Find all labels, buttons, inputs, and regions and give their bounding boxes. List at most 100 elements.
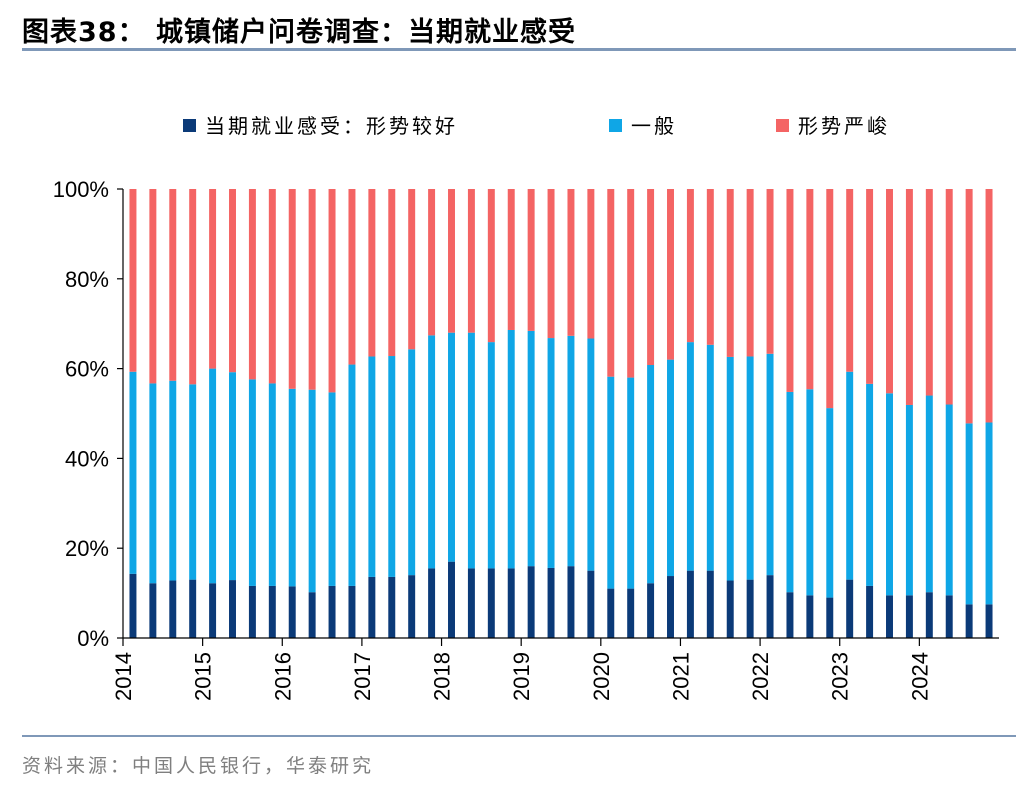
bar-severe xyxy=(209,189,217,369)
bar-normal xyxy=(567,335,575,567)
bar-normal xyxy=(388,356,396,577)
bar-severe xyxy=(288,189,296,389)
bar-severe xyxy=(965,189,973,424)
bar-good xyxy=(448,561,455,638)
y-tick-label: 40% xyxy=(65,446,109,471)
x-tick-label: 2020 xyxy=(589,652,614,701)
bar-severe xyxy=(328,189,336,393)
bar-severe xyxy=(229,189,236,373)
x-tick-label: 2023 xyxy=(828,652,853,701)
legend-label: 一般 xyxy=(631,114,677,138)
bar-normal xyxy=(945,404,953,596)
bar-severe xyxy=(746,189,754,357)
bar-normal xyxy=(229,372,236,581)
legend-swatch xyxy=(609,119,622,132)
bar-good xyxy=(766,575,774,638)
bar-good xyxy=(587,570,595,638)
bar-normal xyxy=(627,377,635,589)
bar-good xyxy=(846,579,854,638)
bar-good xyxy=(806,595,814,638)
bar-good xyxy=(786,592,794,638)
bar-severe xyxy=(627,189,635,378)
bar-normal xyxy=(786,391,794,593)
y-tick-label: 80% xyxy=(65,267,109,292)
bar-normal xyxy=(905,404,913,596)
bar-severe xyxy=(866,189,874,384)
bar-normal xyxy=(368,356,376,577)
bar-good xyxy=(507,568,515,638)
bar-severe xyxy=(507,189,515,330)
bar-severe xyxy=(647,189,655,366)
bar-good xyxy=(985,604,993,638)
bar-severe xyxy=(428,189,436,336)
bar-normal xyxy=(487,342,495,569)
bar-severe xyxy=(527,189,535,331)
x-tick-label: 2014 xyxy=(111,652,136,701)
source-divider xyxy=(22,735,1016,737)
bar-severe xyxy=(846,189,854,372)
bar-good xyxy=(268,585,276,638)
x-tick-label: 2024 xyxy=(907,652,932,701)
legend-label: 当期就业感受：形势较好 xyxy=(205,114,458,138)
bar-normal xyxy=(408,349,416,576)
bar-severe xyxy=(786,189,794,392)
bar-normal xyxy=(248,379,256,586)
bar-normal xyxy=(328,392,336,586)
bar-normal xyxy=(149,383,157,584)
bar-normal xyxy=(189,384,197,580)
bar-good xyxy=(965,604,973,638)
bar-severe xyxy=(308,189,316,390)
legend-swatch xyxy=(183,119,196,132)
y-axis: 0% 20% 40% 60% 80% 100% xyxy=(53,177,124,651)
bar-normal xyxy=(766,353,774,576)
bar-good xyxy=(925,592,933,638)
x-axis: 2014 2015 2016 2017 2018 2019 2020 2021 2022 2023… xyxy=(111,637,999,701)
bar-normal xyxy=(706,344,714,571)
bar-good xyxy=(527,566,535,638)
bar-good xyxy=(866,585,874,638)
y-tick-label: 100% xyxy=(53,177,109,202)
bar-normal xyxy=(846,371,854,580)
bar-good xyxy=(248,585,256,638)
bar-severe xyxy=(408,189,416,350)
bar-severe xyxy=(169,189,177,381)
bar-severe xyxy=(189,189,197,385)
bar-normal xyxy=(527,330,535,567)
bar-severe xyxy=(348,189,356,365)
bar-normal xyxy=(826,408,834,598)
legend-swatch xyxy=(776,119,789,132)
bar-severe xyxy=(547,189,555,339)
bar-good xyxy=(288,586,296,638)
bar-severe xyxy=(487,189,495,343)
x-tick-label: 2019 xyxy=(509,652,534,701)
title-divider xyxy=(22,48,1016,51)
bar-severe xyxy=(448,189,455,333)
source-note: 资料来源：中国人民银行，华泰研究 xyxy=(22,755,375,777)
legend-label: 形势严峻 xyxy=(798,114,890,138)
chart-title: 图表38： 城镇储户问卷调查：当期就业感受 xyxy=(22,17,576,48)
bar-good xyxy=(647,583,655,638)
bar-normal xyxy=(209,368,217,584)
bar-normal xyxy=(726,356,734,581)
bar-good xyxy=(388,576,396,638)
y-tick-label: 0% xyxy=(77,626,109,651)
bar-severe xyxy=(905,189,913,405)
bar-severe xyxy=(806,189,814,390)
bar-good xyxy=(368,576,376,638)
bar-good xyxy=(129,573,137,638)
bar-good xyxy=(726,580,734,638)
bar-normal xyxy=(587,338,595,571)
bar-series xyxy=(129,189,993,638)
bar-severe xyxy=(587,189,595,339)
bar-severe xyxy=(826,189,834,409)
bar-severe xyxy=(607,189,615,377)
x-tick-label: 2018 xyxy=(430,652,455,701)
bar-normal xyxy=(925,395,933,593)
bar-good xyxy=(169,580,177,638)
bar-good xyxy=(945,595,953,638)
bar-severe xyxy=(467,189,475,333)
bar-normal xyxy=(467,332,475,569)
chart-legend: 当期就业感受：形势较好 一般 形势严峻 xyxy=(183,114,890,138)
y-tick-label: 60% xyxy=(65,357,109,382)
bar-severe xyxy=(268,189,276,384)
